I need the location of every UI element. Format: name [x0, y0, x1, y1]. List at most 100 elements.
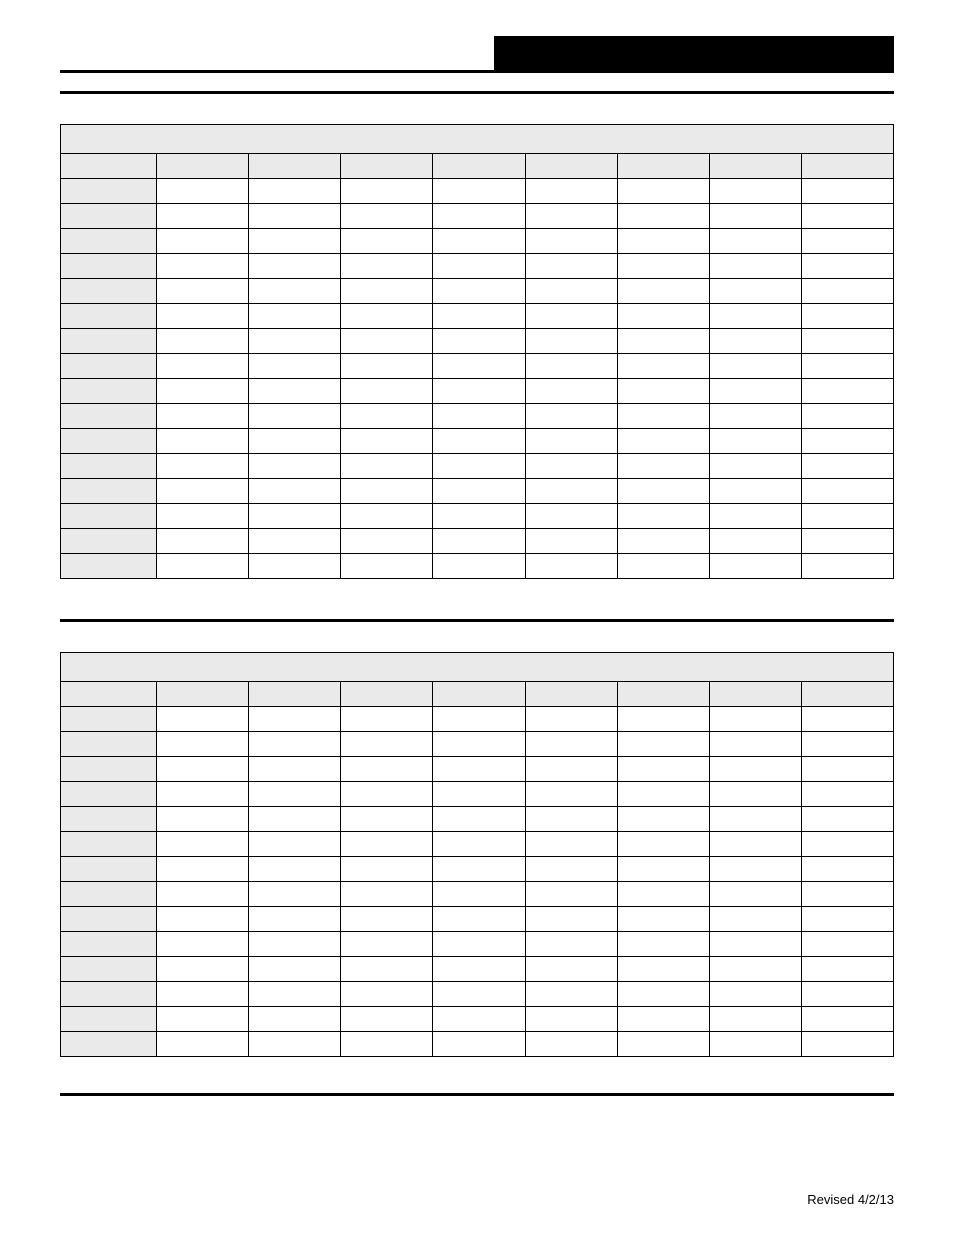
table-cell: [249, 404, 341, 429]
table-cell: [249, 832, 341, 857]
table-cell: [525, 279, 617, 304]
page-header: [60, 36, 894, 73]
section-rule-3: [60, 1093, 894, 1096]
table-1-title: [61, 125, 894, 154]
table-cell: [617, 807, 709, 832]
table-cell: [525, 757, 617, 782]
table-cell: [341, 932, 433, 957]
table-cell: [61, 907, 157, 932]
table-cell: [617, 707, 709, 732]
table-cell: [341, 554, 433, 579]
table-cell: [433, 857, 525, 882]
table-cell: [709, 707, 801, 732]
table-cell: [61, 454, 157, 479]
table-cell: [801, 807, 893, 832]
table-cell: [525, 857, 617, 882]
table-cell: [61, 707, 157, 732]
table-cell: [709, 932, 801, 957]
table-cell: [709, 1032, 801, 1057]
table-cell: [709, 179, 801, 204]
table-cell: [157, 229, 249, 254]
table-2-col-8: [801, 682, 893, 707]
table-cell: [709, 479, 801, 504]
table-cell: [157, 504, 249, 529]
table-cell: [249, 354, 341, 379]
table-cell: [433, 429, 525, 454]
table-cell: [341, 707, 433, 732]
table-cell: [433, 354, 525, 379]
table-cell: [157, 304, 249, 329]
table-cell: [617, 1007, 709, 1032]
table-cell: [61, 782, 157, 807]
table-row: [61, 1032, 894, 1057]
table-cell: [617, 229, 709, 254]
table-1-col-6: [617, 154, 709, 179]
table-cell: [525, 254, 617, 279]
table-cell: [525, 957, 617, 982]
table-cell: [525, 807, 617, 832]
table-cell: [617, 379, 709, 404]
table-cell: [61, 807, 157, 832]
table-cell: [157, 832, 249, 857]
table-cell: [617, 757, 709, 782]
table-cell: [709, 832, 801, 857]
table-2-col-4: [433, 682, 525, 707]
table-cell: [709, 907, 801, 932]
table-row: [61, 982, 894, 1007]
table-cell: [61, 982, 157, 1007]
table-cell: [617, 957, 709, 982]
table-cell: [61, 757, 157, 782]
table-cell: [157, 732, 249, 757]
table-cell: [801, 832, 893, 857]
table-row: [61, 1007, 894, 1032]
table-cell: [157, 179, 249, 204]
table-cell: [617, 1032, 709, 1057]
table-cell: [709, 254, 801, 279]
table-cell: [617, 479, 709, 504]
table-cell: [709, 504, 801, 529]
table-cell: [433, 932, 525, 957]
table-row: [61, 857, 894, 882]
table-cell: [157, 454, 249, 479]
data-table-2: [60, 652, 894, 1057]
table-cell: [157, 807, 249, 832]
table-row: [61, 429, 894, 454]
table-cell: [525, 179, 617, 204]
table-cell: [249, 757, 341, 782]
table-cell: [617, 354, 709, 379]
table-cell: [249, 329, 341, 354]
table-cell: [801, 354, 893, 379]
table-cell: [61, 304, 157, 329]
table-cell: [61, 429, 157, 454]
table-cell: [433, 982, 525, 1007]
table-cell: [433, 1032, 525, 1057]
table-cell: [341, 857, 433, 882]
table-cell: [801, 982, 893, 1007]
table-2-col-0: [61, 682, 157, 707]
table-cell: [525, 329, 617, 354]
table-cell: [525, 529, 617, 554]
table-cell: [617, 529, 709, 554]
table-cell: [341, 807, 433, 832]
table-cell: [433, 304, 525, 329]
footer-revised: Revised 4/2/13: [807, 1192, 894, 1207]
table-cell: [709, 1007, 801, 1032]
table-cell: [709, 404, 801, 429]
table-cell: [157, 429, 249, 454]
table-cell: [433, 254, 525, 279]
table-cell: [433, 907, 525, 932]
table-row: [61, 932, 894, 957]
table-cell: [801, 254, 893, 279]
table-cell: [801, 404, 893, 429]
table-cell: [157, 1007, 249, 1032]
table-cell: [341, 504, 433, 529]
table-row: [61, 379, 894, 404]
table-cell: [157, 479, 249, 504]
table-cell: [801, 932, 893, 957]
table-cell: [525, 907, 617, 932]
table-cell: [433, 229, 525, 254]
table-cell: [341, 1007, 433, 1032]
table-row: [61, 329, 894, 354]
table-cell: [433, 757, 525, 782]
table-cell: [341, 757, 433, 782]
